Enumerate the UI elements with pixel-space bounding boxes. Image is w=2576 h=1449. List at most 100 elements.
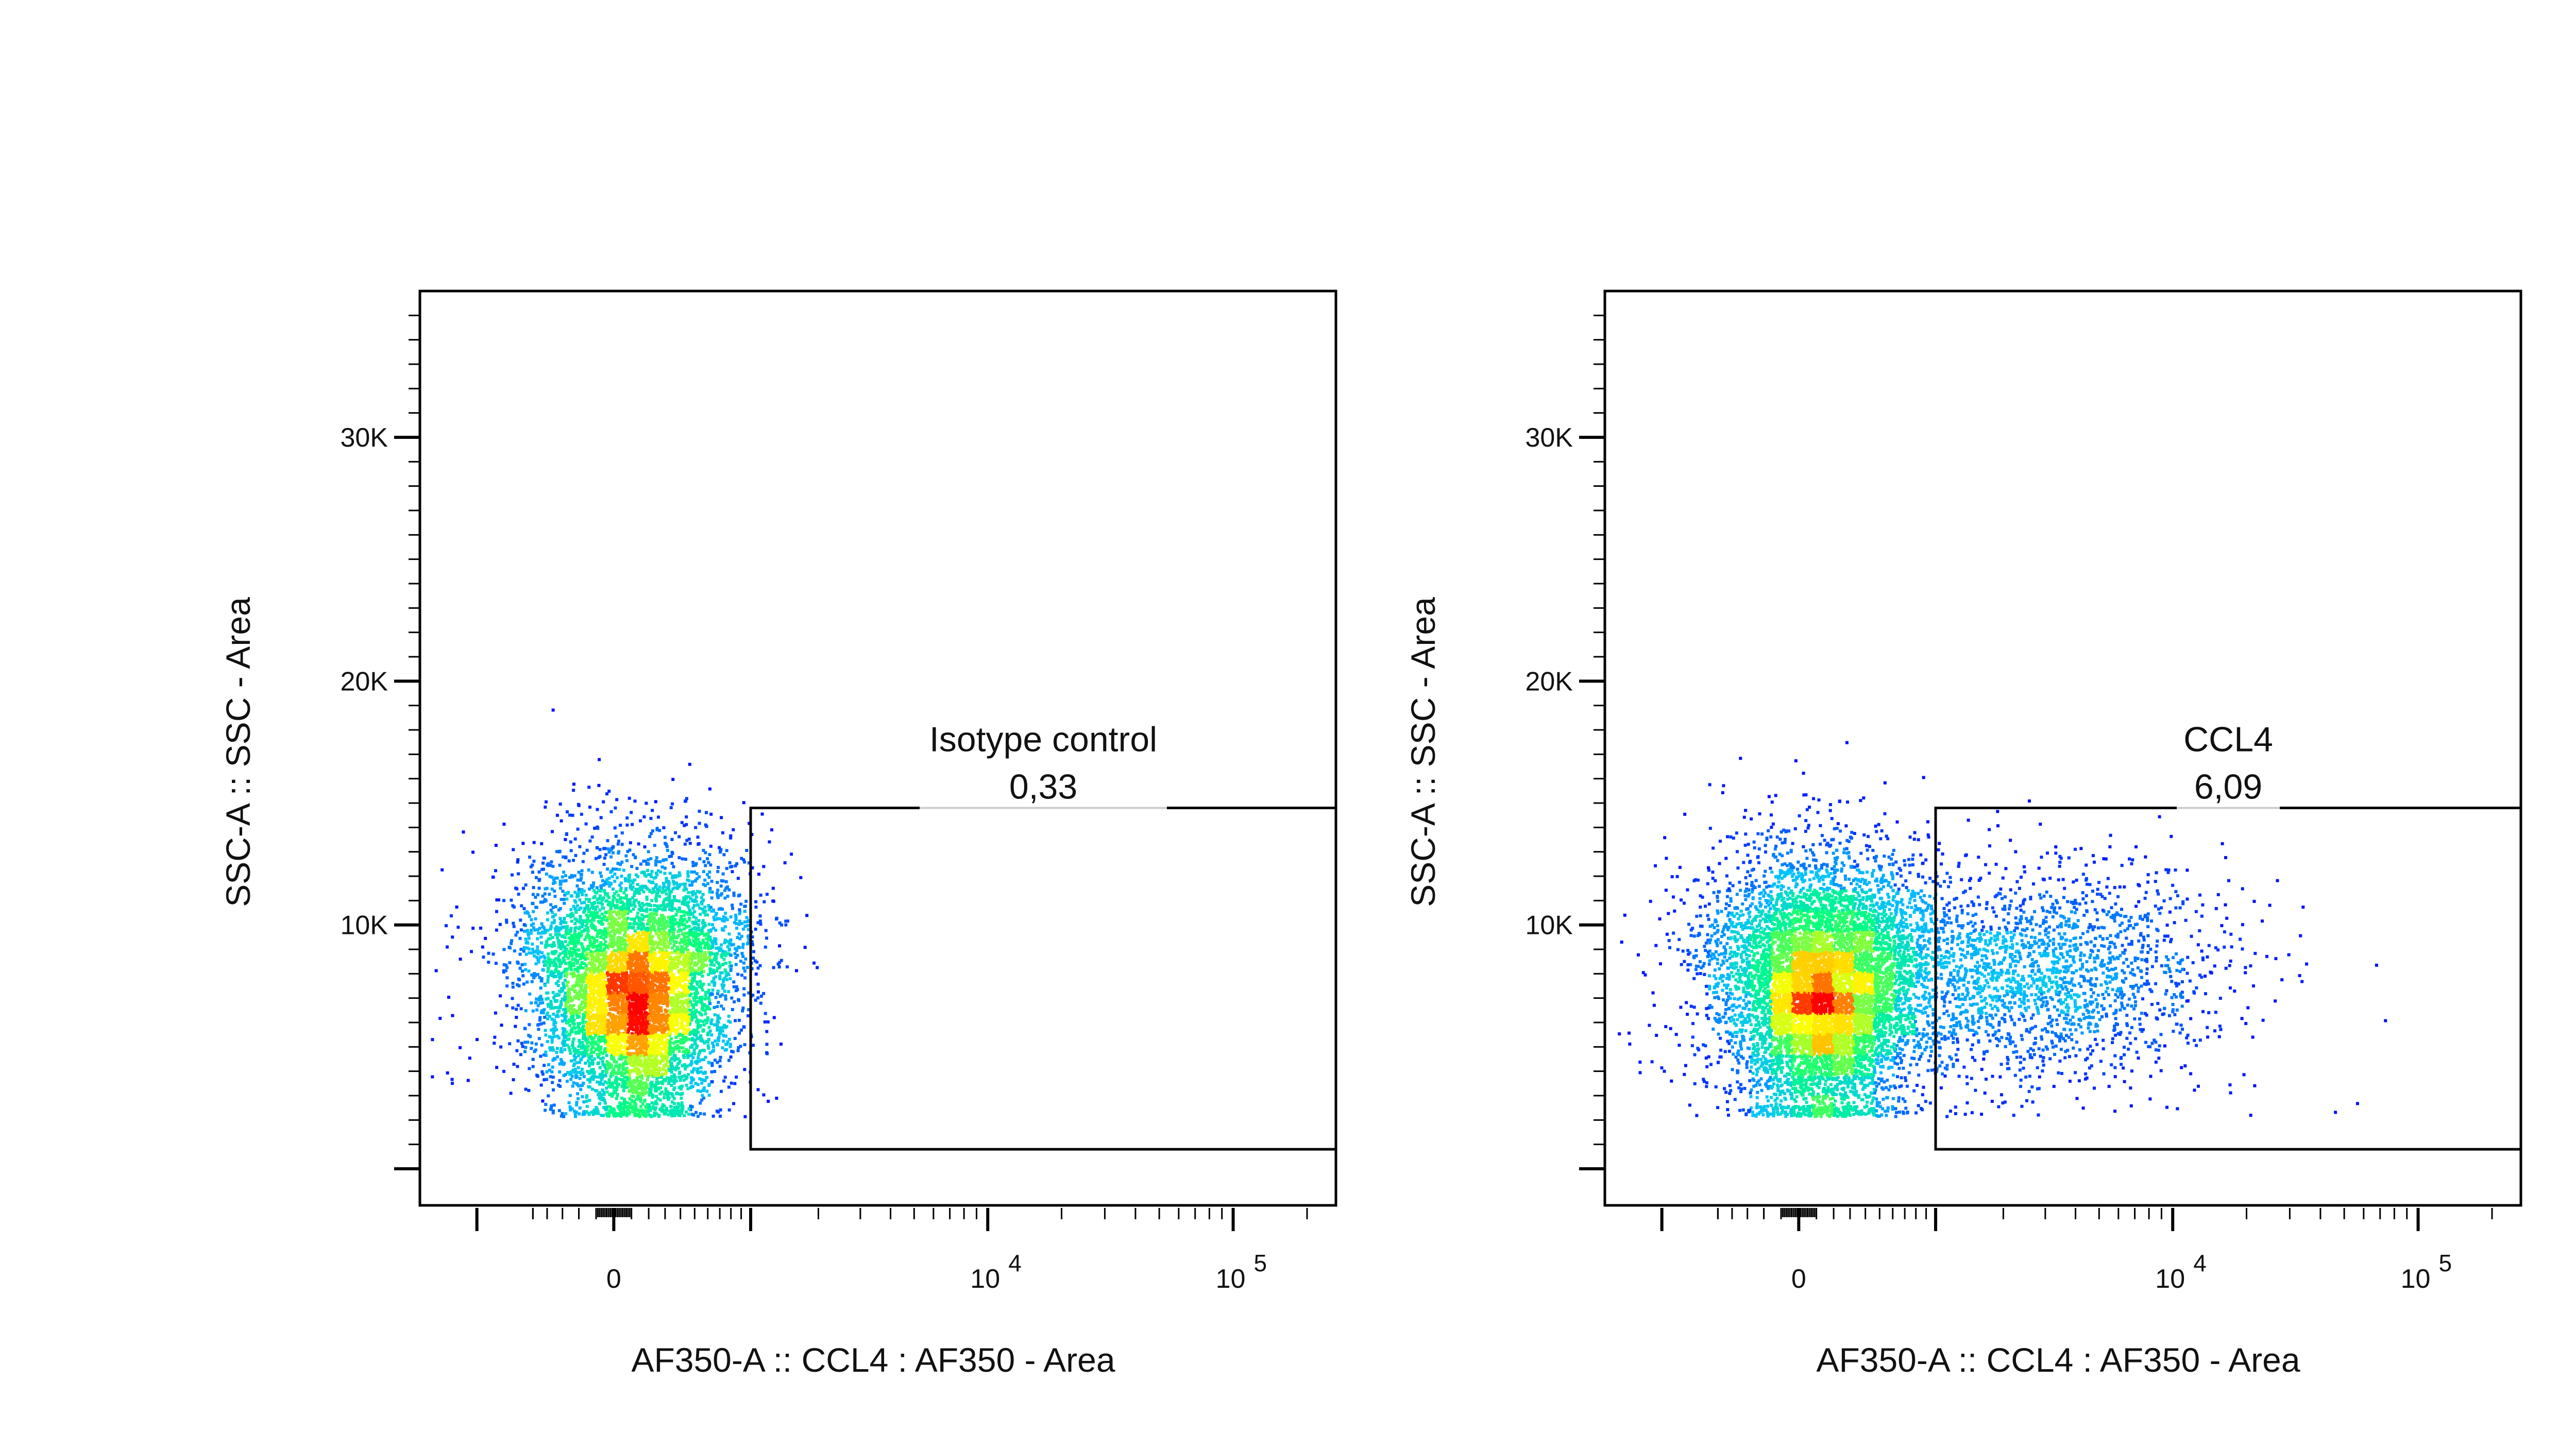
event-dot (586, 933, 589, 936)
event-dot (679, 951, 683, 955)
event-dot (574, 1056, 578, 1059)
event-dot (650, 1024, 653, 1027)
event-dot (729, 836, 733, 840)
event-dot (689, 1108, 692, 1112)
event-dot (642, 859, 646, 863)
event-dot (547, 1004, 550, 1008)
event-dot (563, 936, 567, 940)
event-dot (532, 926, 535, 930)
event-dot (676, 956, 680, 959)
event-dot (699, 912, 702, 916)
event-dot (698, 809, 701, 813)
event-dot (700, 949, 703, 953)
event-dot (733, 1082, 737, 1085)
event-dot (575, 918, 579, 922)
event-dot (707, 973, 710, 976)
event-dot (673, 1017, 677, 1020)
event-dot (634, 972, 637, 976)
event-dot (637, 900, 640, 904)
event-dot (591, 904, 595, 908)
event-dot (659, 1006, 663, 1010)
event-dot (572, 1018, 576, 1022)
event-dot (544, 1109, 547, 1112)
event-dot (583, 1028, 586, 1032)
event-dot (707, 983, 711, 986)
event-dot (729, 834, 733, 838)
event-dot (601, 898, 604, 901)
event-dot (665, 922, 668, 925)
event-dot (723, 925, 727, 929)
event-dot (616, 962, 619, 965)
event-dot (455, 905, 459, 909)
y-tick-label: 10K (340, 911, 388, 941)
event-dot (633, 799, 637, 803)
event-dot (643, 859, 647, 863)
event-dot (721, 879, 725, 883)
event-dot (622, 950, 625, 954)
event-dot (734, 918, 738, 922)
event-dot (691, 1016, 695, 1019)
event-dot (578, 990, 582, 993)
event-dot (539, 1054, 543, 1058)
event-dot (687, 891, 690, 894)
event-dot (639, 1105, 643, 1109)
event-dot (638, 945, 642, 948)
event-dot (714, 1039, 717, 1043)
event-dot (699, 1112, 702, 1115)
event-dot (556, 932, 560, 936)
event-dot (685, 1009, 688, 1013)
event-dot (677, 1046, 681, 1050)
event-dot (778, 961, 782, 964)
event-dot (619, 824, 622, 827)
event-dot (615, 898, 619, 902)
event-dot (731, 1050, 735, 1053)
event-dot (666, 1004, 669, 1008)
event-dot (676, 874, 680, 878)
event-dot (666, 1096, 669, 1099)
event-dot (589, 1023, 592, 1027)
event-dot (487, 961, 490, 964)
event-dot (440, 868, 444, 872)
event-dot (569, 1070, 573, 1073)
event-dot (580, 984, 584, 987)
event-dot (681, 1035, 685, 1039)
event-dot (586, 1059, 590, 1063)
event-dot (560, 1003, 563, 1007)
event-dot (745, 916, 749, 919)
event-dot (632, 908, 635, 911)
event-dot (689, 1009, 693, 1012)
event-dot (710, 1070, 714, 1073)
event-dot (649, 1084, 653, 1087)
event-dot (701, 1020, 705, 1024)
event-dot (634, 943, 637, 947)
event-dot (575, 1101, 579, 1104)
event-dot (515, 1016, 518, 1019)
event-dot (528, 914, 531, 918)
event-dot (559, 882, 563, 886)
event-dot (703, 943, 707, 947)
event-dot (536, 952, 540, 956)
event-dot (546, 980, 550, 984)
event-dot (649, 1114, 652, 1117)
event-dot (652, 1039, 656, 1043)
event-dot (591, 1013, 595, 1017)
event-dot (624, 984, 628, 988)
event-dot (585, 848, 589, 852)
event-dot (692, 890, 696, 894)
event-dot (688, 1021, 692, 1025)
event-dot (646, 1106, 650, 1110)
event-dot (541, 861, 545, 865)
event-dot (663, 1096, 666, 1100)
event-dot (655, 897, 658, 901)
event-dot (502, 899, 505, 902)
event-dot (599, 936, 602, 939)
event-dot (648, 890, 652, 893)
event-dot (675, 936, 679, 940)
event-dot (656, 888, 659, 891)
event-dot (629, 1019, 632, 1023)
event-dot (523, 1050, 527, 1053)
event-dot (700, 1013, 703, 1017)
event-dot (710, 1033, 714, 1037)
event-dot (571, 1016, 574, 1019)
event-dot (616, 913, 619, 917)
